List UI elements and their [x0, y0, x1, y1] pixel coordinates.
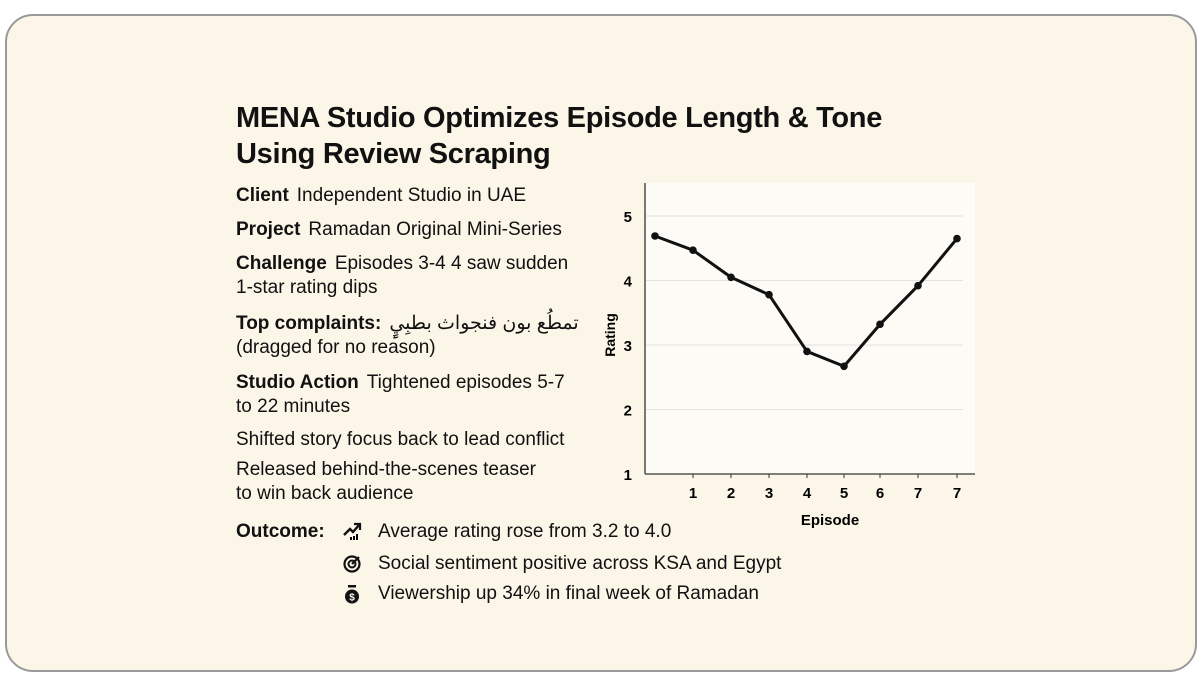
outcome-item: Social sentiment positive across KSA and… [378, 553, 782, 574]
data-point [803, 347, 811, 356]
detail-complaints: Top complaints: تمطُع بون فنجواث بطبِيٍٕ (… [236, 312, 579, 360]
value: Tightened episodes 5-7 [366, 372, 565, 393]
value-2: (dragged for no reason) [236, 337, 436, 358]
y-tick-label: 4 [624, 274, 633, 291]
label: Project [236, 219, 301, 240]
data-point [689, 246, 697, 254]
trending-up-icon [343, 522, 362, 540]
page-title: MENA Studio Optimizes Episode Length & T… [236, 102, 883, 170]
detail-client: Client Independent Studio in UAE [236, 184, 526, 208]
detail-project: Project Ramadan Original Mini-Series [236, 218, 562, 242]
rating-line-chart: 1 2 3 4 5 1 2 3 4 5 6 7 7 Episode Rating [602, 183, 975, 529]
y-tick-label: 5 [624, 209, 632, 226]
detail-challenge: Challenge Episodes 3-4 4 saw sudden 1-star… [236, 252, 568, 300]
action-item: Shifted story focus back to lead conflic… [236, 429, 565, 450]
x-tick-label: 4 [803, 485, 812, 502]
value-2: 1-star rating dips [236, 277, 378, 298]
money-bag-icon: $ [345, 585, 359, 604]
y-tick-label: 2 [624, 403, 632, 420]
x-tick-label: 6 [876, 485, 884, 502]
value: تمطُع بون فنجواث بطبِيٍٕ [389, 313, 579, 334]
svg-text:$: $ [349, 593, 355, 604]
detail-action: Studio Action Tightened episodes 5-7 to 22… [236, 371, 565, 419]
value: Ramadan Original Mini-Series [308, 219, 562, 240]
value-2: to 22 minutes [236, 396, 351, 417]
data-point [765, 290, 773, 299]
outcome-item: Average rating rose from 3.2 to 4.0 [378, 521, 672, 542]
x-tick-label: 3 [765, 485, 773, 502]
x-tick-label: 7 [953, 485, 961, 502]
x-tick-label: 7 [914, 485, 922, 502]
data-point [727, 273, 735, 282]
x-tick-label: 5 [840, 485, 848, 502]
data-point [651, 232, 659, 240]
card [5, 14, 1197, 672]
x-tick-label: 2 [727, 485, 735, 502]
label: Client [236, 185, 289, 206]
y-tick-label: 1 [624, 467, 632, 484]
y-tick-label: 3 [624, 338, 632, 355]
data-point [953, 234, 961, 243]
x-tick-label: 1 [689, 485, 697, 502]
action-item: to win back audience [236, 483, 414, 504]
data-point [914, 281, 922, 290]
plot-area [645, 183, 975, 475]
target-icon [343, 555, 361, 573]
label: Top complaints: [236, 313, 382, 334]
data-point [876, 320, 884, 329]
x-axis-label: Episode [801, 512, 859, 529]
label: Challenge [236, 253, 327, 274]
value: Episodes 3-4 4 saw sudden [334, 253, 569, 274]
data-point [840, 362, 848, 371]
outcome-label: Outcome: [236, 521, 325, 542]
action-item: Released behind-the-scenes teaser [236, 459, 536, 480]
value: Independent Studio in UAE [296, 185, 527, 206]
y-axis-label: Rating [602, 313, 618, 357]
outcome-item: Viewership up 34% in final week of Ramad… [378, 583, 759, 604]
label: Studio Action [236, 372, 359, 393]
